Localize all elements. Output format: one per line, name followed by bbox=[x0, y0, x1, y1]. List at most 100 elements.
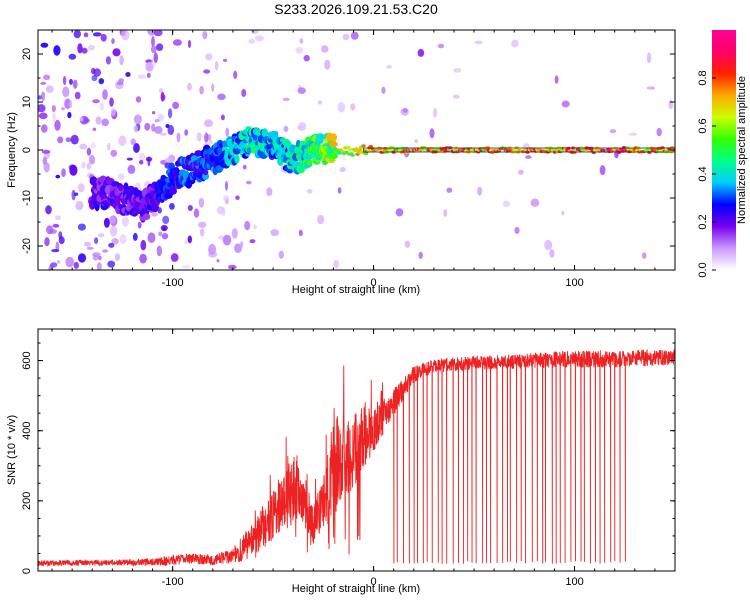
spectrogram-noise-cell bbox=[176, 132, 181, 143]
spectrogram-noise-cell bbox=[40, 42, 49, 48]
colorbar-tick-label: 0.4 bbox=[697, 166, 709, 181]
spectrogram-noise-cell bbox=[101, 118, 109, 127]
spectrogram-ridge-cell bbox=[328, 141, 338, 148]
spectrogram-noise-cell bbox=[38, 104, 46, 113]
spectrogram-noise-cell bbox=[172, 101, 180, 110]
spectrogram-noise-cell bbox=[187, 235, 192, 244]
spectrogram-noise-cell bbox=[324, 59, 331, 70]
spectrogram-noise-cell bbox=[79, 143, 88, 150]
colorbar-tick-label: 0.8 bbox=[697, 70, 709, 85]
spectrogram-noise-cell bbox=[306, 189, 313, 194]
spectrogram-noise-cell bbox=[91, 75, 98, 82]
spectrogram-noise-cell bbox=[477, 186, 483, 196]
spectrogram-noise-cell bbox=[414, 139, 419, 144]
spectrogram-noise-cell bbox=[198, 221, 207, 228]
spectrogram-ridge-cell bbox=[623, 149, 628, 153]
spectrogram-noise-cell bbox=[474, 40, 483, 45]
spectrogram-noise-cell bbox=[641, 252, 647, 259]
spectrogram-noise-cell bbox=[121, 30, 130, 41]
spectrogram-noise-cell bbox=[172, 39, 182, 46]
spectrogram-x-tick-label: 0 bbox=[371, 277, 377, 289]
spectrogram-ridge-cell bbox=[368, 145, 373, 149]
spectrogram-noise-cell bbox=[303, 54, 310, 62]
spectrogram-noise-cell bbox=[199, 85, 204, 95]
spectrogram-noise-cell bbox=[51, 105, 56, 113]
spectrogram-noise-cell bbox=[55, 241, 60, 252]
snr-ticks: -100 0 100 0 200 400 600 bbox=[21, 329, 676, 588]
spectrogram-noise-cell bbox=[599, 165, 606, 176]
spectrogram-noise-cell bbox=[205, 53, 213, 61]
snr-x-tick-label: 100 bbox=[565, 576, 583, 588]
spectrogram-noise-cell bbox=[159, 132, 167, 136]
spectrogram-noise-cell bbox=[65, 256, 74, 268]
spectrogram-noise-cell bbox=[55, 174, 61, 179]
spectrogram-noise-cell bbox=[58, 231, 63, 240]
spectrogram-noise-cell bbox=[278, 250, 284, 259]
spectrogram-noise-cell bbox=[112, 48, 121, 57]
spectrogram-noise-cell bbox=[196, 132, 202, 142]
spectrogram-noise-cell bbox=[52, 223, 60, 228]
spectrogram-noise-cell bbox=[145, 156, 153, 162]
snr-x-tick-label: -100 bbox=[162, 576, 184, 588]
spectrogram-noise-cell bbox=[57, 136, 64, 144]
spectrogram-noise-cell bbox=[86, 246, 94, 250]
spectrogram-noise-cell bbox=[187, 82, 192, 91]
colorbar-tick-label: 0.2 bbox=[697, 214, 709, 229]
spectrogram-noise-cell bbox=[155, 43, 164, 51]
spectrogram-x-label: Height of straight line (km) bbox=[292, 284, 420, 296]
spectrogram-noise-cell bbox=[282, 97, 290, 102]
spectrogram-x-tick-label: -100 bbox=[162, 277, 184, 289]
spectrogram-noise-cell bbox=[154, 126, 163, 134]
spectrogram-noise-cell bbox=[228, 264, 237, 270]
spectrogram-noise-cell bbox=[86, 162, 92, 170]
spectrogram-noise-cell bbox=[98, 233, 105, 238]
spectrogram-ridge-cell bbox=[169, 187, 177, 195]
spectrogram-noise-cell bbox=[151, 111, 156, 115]
spectrogram-noise-cell bbox=[156, 245, 162, 257]
spectrogram-noise-cell bbox=[151, 36, 155, 48]
spectrogram-ridge-cell bbox=[361, 144, 366, 148]
spectrogram-noise-cell bbox=[253, 224, 257, 230]
spectrogram-ridge-cell bbox=[334, 148, 340, 152]
snr-y-tick-label: 400 bbox=[21, 422, 33, 440]
spectrogram-noise-cell bbox=[251, 30, 259, 34]
spectrogram-noise-cell bbox=[203, 69, 211, 74]
spectrogram-noise-cell bbox=[132, 232, 138, 241]
spectrogram-noise-cell bbox=[110, 107, 116, 117]
spectrogram-noise-cell bbox=[162, 215, 170, 225]
spectrogram-noise-cell bbox=[71, 189, 76, 201]
spectrogram-noise-cell bbox=[139, 159, 144, 165]
spectrogram-noise-cell bbox=[105, 56, 111, 65]
spectrogram-noise-cell bbox=[402, 108, 408, 113]
spectrogram-noise-cell bbox=[41, 91, 46, 102]
spectrogram-noise-cell bbox=[41, 149, 51, 154]
snr-y-tick-label: 0 bbox=[21, 568, 33, 574]
spectrogram-noise-cell bbox=[79, 117, 84, 122]
spectrogram-noise-cell bbox=[51, 249, 60, 253]
spectrogram-y-tick-label: -20 bbox=[21, 238, 33, 254]
spectrogram-noise-cell bbox=[544, 239, 553, 251]
spectrogram-noise-cell bbox=[146, 72, 151, 79]
spectrogram-noise-cell bbox=[241, 89, 247, 97]
spectrogram-noise-cell bbox=[157, 113, 164, 122]
spectrogram-noise-cell bbox=[83, 241, 92, 247]
spectrogram-y-tick-label: 10 bbox=[21, 96, 33, 108]
spectrogram-noise-cell bbox=[92, 252, 101, 257]
colorbar-tick-label: 0.0 bbox=[697, 262, 709, 277]
spectrogram-noise-cell bbox=[158, 87, 164, 94]
spectrogram-noise-cell bbox=[198, 197, 205, 208]
spectrogram-noise-cell bbox=[216, 206, 225, 215]
spectrogram-ridge-cell bbox=[318, 134, 324, 144]
spectrogram-noise-cell bbox=[133, 114, 142, 125]
spectrogram-noise-cell bbox=[92, 99, 100, 104]
spectrogram-noise-cell bbox=[81, 161, 86, 169]
spectrogram-noise-cell bbox=[138, 152, 145, 162]
spectrogram-noise-cell bbox=[554, 75, 559, 84]
spectrogram-noise-cell bbox=[193, 208, 200, 218]
spectrogram-noise-cell bbox=[668, 99, 674, 110]
spectrogram-noise-cell bbox=[111, 38, 115, 45]
spectrogram-noise-cell bbox=[525, 155, 532, 159]
spectrogram-noise-cell bbox=[299, 38, 304, 44]
spectrogram-y-tick-label: 0 bbox=[21, 147, 33, 153]
spectrogram-noise-cell bbox=[94, 237, 99, 245]
